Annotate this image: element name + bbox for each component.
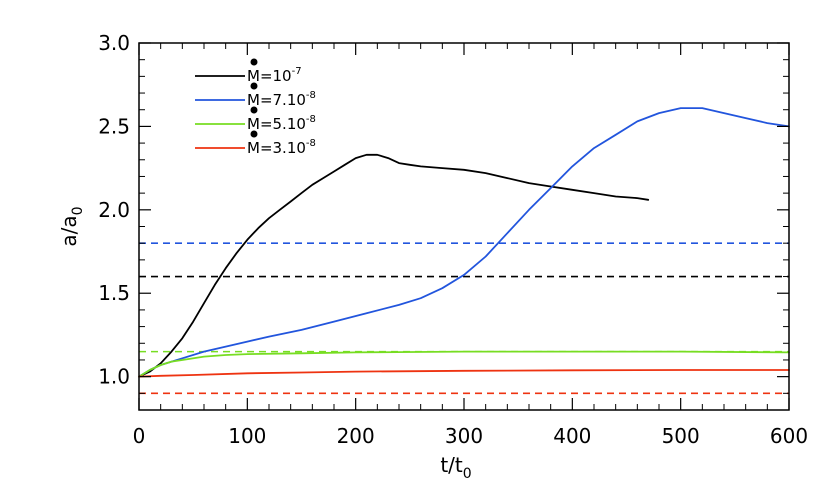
legend-label-1: M=7.10-8: [247, 90, 316, 109]
y-tick-label: 1.0: [98, 365, 130, 389]
axes: 0 100 200 300 400 500 600 1.0 1.5 2.0 2.5 3.0: [98, 31, 808, 448]
series-lines: [138, 107, 790, 378]
x-tick-label: 100: [228, 424, 266, 448]
y-tick-label: 2.5: [98, 114, 130, 138]
x-tick-label: 600: [770, 424, 808, 448]
axis-labels: t/t0 a/a0: [57, 206, 472, 482]
legend-mdot-icon: [250, 106, 258, 114]
x-axis-label: t/t0: [440, 453, 471, 482]
legend-label-2: M=5.10-8: [247, 114, 316, 133]
legend-mdot-icon: [250, 130, 258, 138]
x-tick-label: 0: [133, 424, 146, 448]
series-line-0: [138, 153, 650, 378]
legend-mdot-icon: [250, 58, 258, 66]
legend-label-3: M=3.10-8: [247, 138, 316, 157]
legend: M=10-7 M=7.10-8 M=5.10-8 M=3.10-8: [195, 58, 316, 157]
y-tick-label: 2.0: [98, 198, 130, 222]
series-line-3: [138, 369, 790, 378]
y-axis-label: a/a0: [57, 206, 86, 246]
x-tick-label: 300: [445, 424, 483, 448]
legend-mdot-icon: [250, 82, 258, 90]
series-line-1: [138, 107, 790, 378]
series-line-2: [138, 350, 790, 378]
y-tick-label: 1.5: [98, 281, 130, 305]
x-tick-label: 200: [337, 424, 375, 448]
legend-label-0: M=10-7: [247, 66, 302, 85]
x-tick-label: 400: [553, 424, 591, 448]
x-tick-label: 500: [662, 424, 700, 448]
y-tick-label: 3.0: [98, 31, 130, 55]
